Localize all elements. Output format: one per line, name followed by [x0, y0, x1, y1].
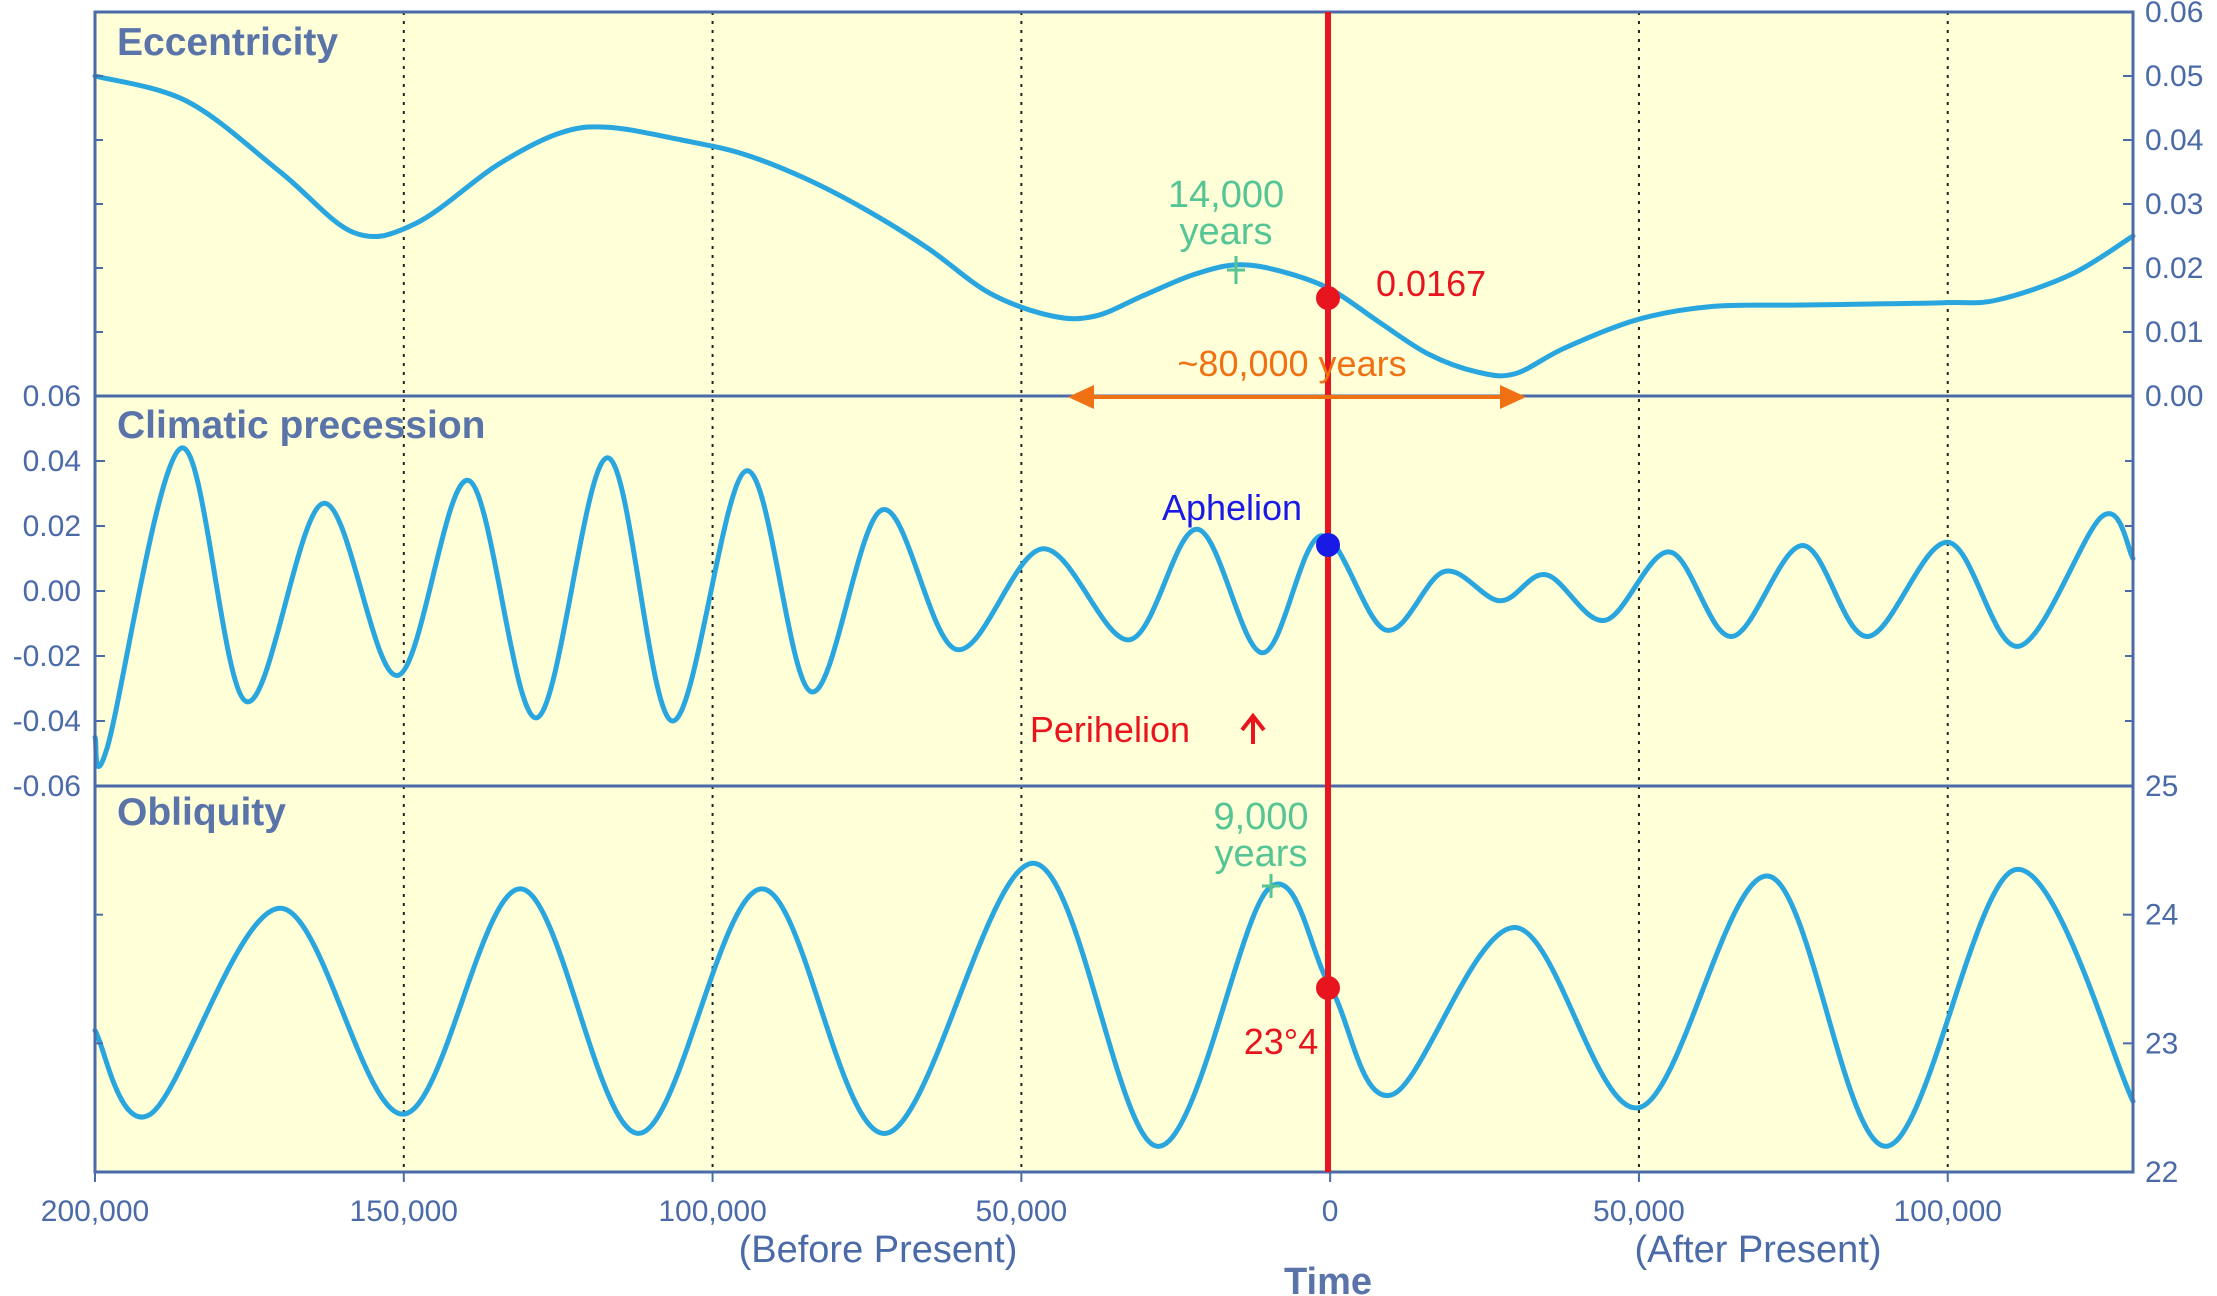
panel-title-eccentricity: Eccentricity — [117, 21, 338, 64]
y-tick-label: 0.06 — [23, 380, 81, 413]
x-caption-before-present: (Before Present) — [739, 1229, 1018, 1271]
y-tick-label: -0.04 — [13, 705, 81, 738]
x-axis-title: Time — [1284, 1261, 1372, 1296]
y-tick-label: 0.00 — [2145, 380, 2203, 413]
perihelion-up-arrow-icon — [1240, 712, 1266, 744]
y-tick-label: 0.04 — [2145, 124, 2203, 157]
obliquity-period-unit: years — [1215, 833, 1308, 875]
y-tick-label: 23 — [2145, 1027, 2178, 1060]
y-tick-label: 0.03 — [2145, 188, 2203, 221]
cycle-span-arrowhead-left — [1068, 385, 1094, 409]
panel-backgrounds — [95, 12, 2133, 1172]
plot-background — [95, 12, 2133, 1172]
eccentricity-present-point — [1316, 286, 1340, 310]
obliquity-period-number: 9,000 — [1213, 796, 1308, 838]
y-tick-label: 25 — [2145, 770, 2178, 803]
obliquity-present-value: 23°4 — [1244, 1021, 1318, 1062]
y-tick-label: 0.02 — [2145, 252, 2203, 285]
y-tick-label: -0.06 — [13, 770, 81, 803]
y-tick-label: 0.05 — [2145, 60, 2203, 93]
x-caption-after-present: (After Present) — [1634, 1229, 1881, 1271]
x-tick-label: 50,000 — [1593, 1195, 1685, 1228]
obliquity-present-point — [1316, 976, 1340, 1000]
x-tick-label: 200,000 — [41, 1195, 149, 1228]
axis-labels: 200,000 150,000 100,000 50,000 0 50,000 100,00… — [13, 0, 2204, 1228]
series-line-1 — [92, 445, 2136, 769]
x-tick-label: 0 — [1322, 1195, 1339, 1228]
x-tick-label: 50,000 — [975, 1195, 1067, 1228]
aphelion-point — [1316, 533, 1340, 557]
y-tick-label: 22 — [2145, 1156, 2178, 1189]
x-tick-label: 100,000 — [1894, 1195, 2002, 1228]
y-tick-label: -0.02 — [13, 640, 81, 673]
eccentricity-period-number: 14,000 — [1168, 174, 1284, 216]
series-line-2 — [92, 860, 2136, 1149]
series-curves — [92, 73, 2136, 1149]
panel-title-obliquity: Obliquity — [117, 791, 286, 834]
y-tick-label: 0.04 — [23, 445, 81, 478]
axis-ticks — [94, 11, 2133, 1182]
y-tick-label: 0.00 — [23, 575, 81, 608]
panel-title-climatic-precession: Climatic precession — [117, 404, 485, 447]
aphelion-label: Aphelion — [1162, 487, 1302, 528]
x-tick-label: 150,000 — [350, 1195, 458, 1228]
y-tick-label: 0.06 — [2145, 0, 2203, 29]
y-tick-label: 0.01 — [2145, 316, 2203, 349]
y-tick-label: 24 — [2145, 899, 2178, 932]
cycle-span-label: ~80,000 years — [1177, 343, 1406, 384]
cycle-span-arrowhead-right — [1500, 385, 1526, 409]
y-tick-label: 0.02 — [23, 510, 81, 543]
series-line-0 — [92, 73, 2136, 379]
x-tick-label: 100,000 — [658, 1195, 766, 1228]
eccentricity-period-unit: years — [1180, 211, 1273, 253]
perihelion-label: Perihelion — [1030, 709, 1190, 750]
eccentricity-present-value: 0.0167 — [1376, 263, 1486, 304]
